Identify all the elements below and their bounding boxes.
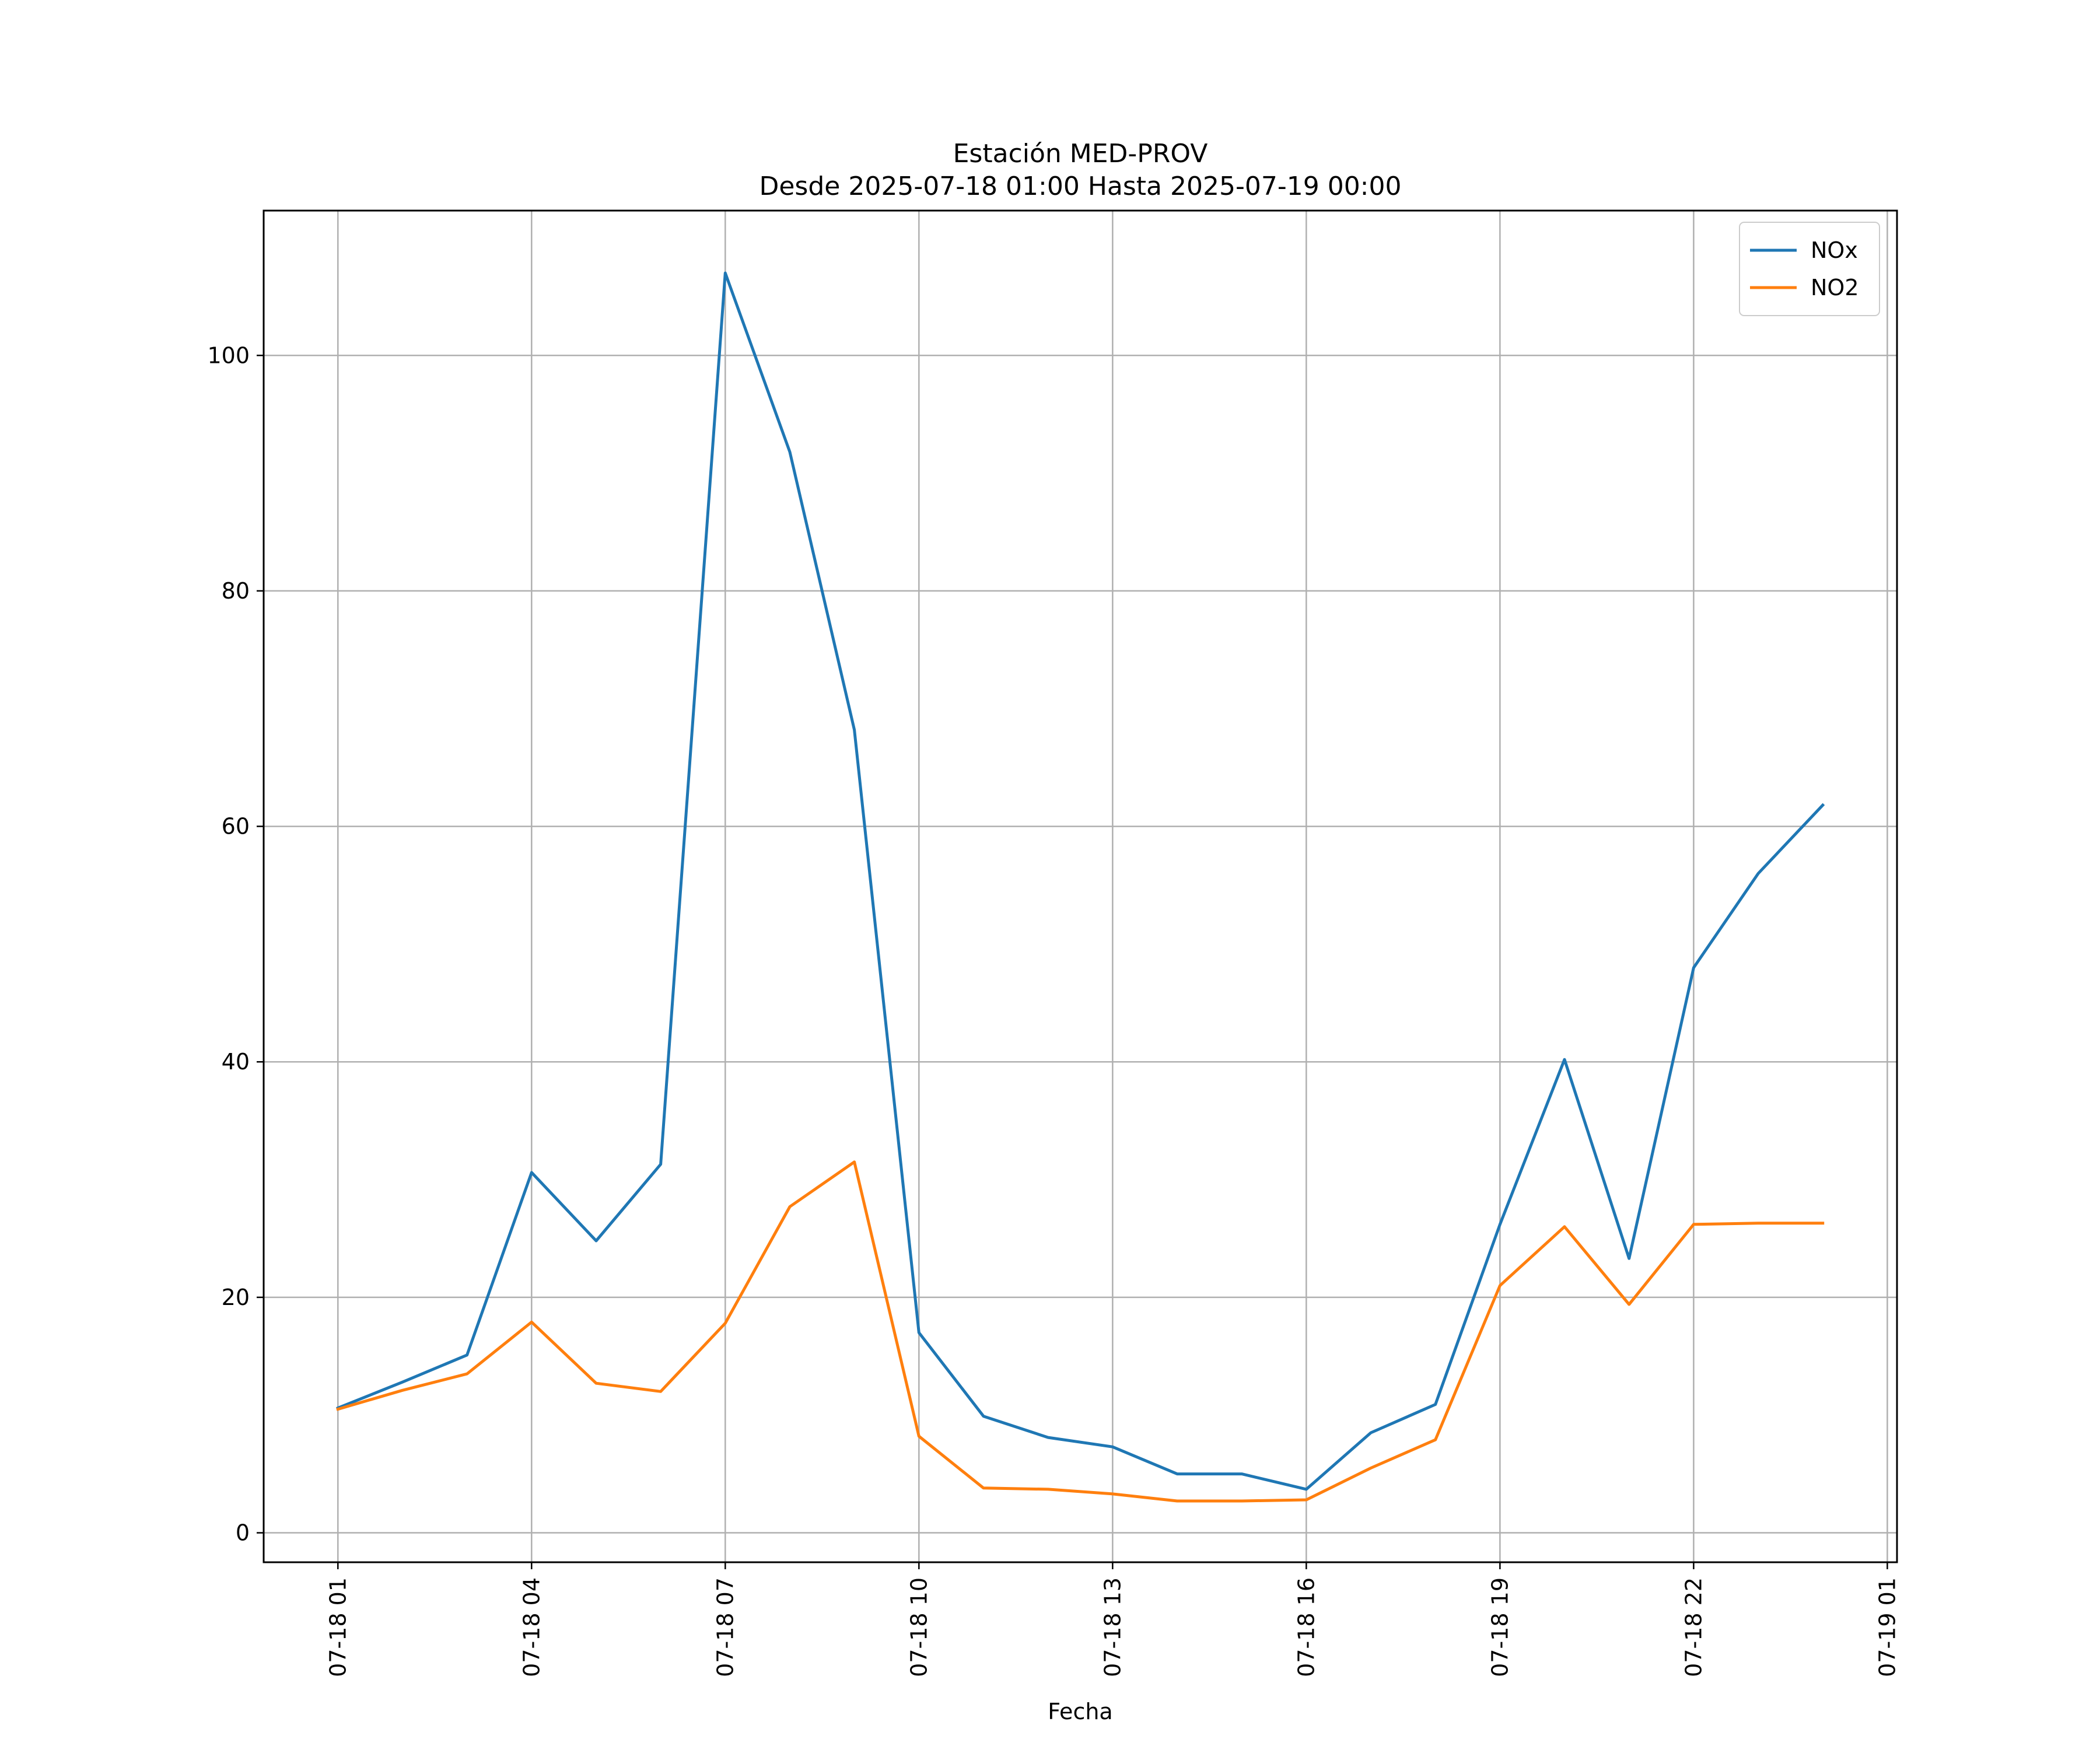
- plot-frame: [262, 209, 1898, 1563]
- x-tick-label: 07-18 19: [1487, 1577, 1513, 1677]
- y-tick-label: 60: [222, 814, 250, 839]
- y-tick-label: 40: [222, 1049, 250, 1075]
- x-tick-label: 07-18 10: [906, 1577, 932, 1677]
- x-tick-label: 07-19 01: [1874, 1577, 1900, 1677]
- y-tick-label: 0: [236, 1520, 250, 1546]
- legend-label: NO2: [1811, 275, 1859, 300]
- series-line-nox: [336, 271, 1825, 1491]
- legend-box: [1739, 222, 1880, 316]
- plot-lines: [336, 271, 1825, 1503]
- y-tick-label: 80: [222, 578, 250, 604]
- x-tick-label: 07-18 01: [325, 1577, 351, 1677]
- x-tick-label: 07-18 22: [1681, 1577, 1706, 1677]
- x-tick-label: 07-18 13: [1100, 1577, 1125, 1677]
- y-axis-ticks: 0 20 40 60 80 100: [207, 342, 264, 1546]
- y-tick-label: 100: [207, 342, 250, 368]
- y-tick-label: 20: [222, 1285, 250, 1310]
- legend-label: NOx: [1811, 237, 1858, 263]
- x-axis-ticks: 07-18 01 07-18 04 07-18 07 07-18 10 07-18 13…: [325, 1562, 1900, 1677]
- chart-subtitle: Desde 2025-07-18 01:00 Hasta 2025-07-19 …: [759, 172, 1401, 201]
- x-tick-label: 07-18 04: [519, 1577, 544, 1677]
- chart-title: Estación MED-PROV: [953, 139, 1208, 169]
- series-line-no2: [336, 1160, 1825, 1503]
- x-axis-label: Fecha: [1048, 1699, 1112, 1724]
- x-tick-label: 07-18 07: [712, 1577, 738, 1677]
- legend: NOx NO2: [1739, 222, 1880, 316]
- x-tick-label: 07-18 16: [1293, 1577, 1319, 1677]
